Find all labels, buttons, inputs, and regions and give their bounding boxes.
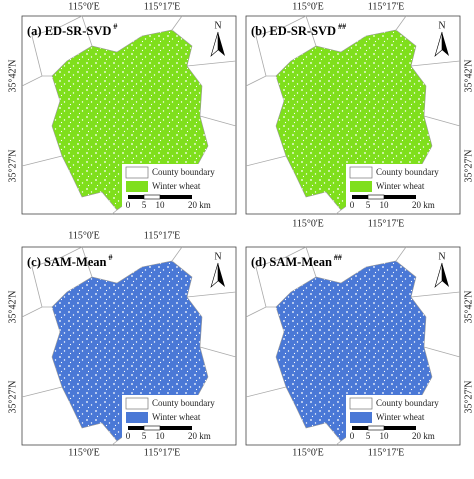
legend-swatch-boundary — [349, 397, 373, 410]
longitude-label: 115°0'E — [68, 447, 100, 458]
county-boundaries — [245, 15, 461, 215]
legend-label: County boundary — [152, 398, 215, 408]
scale-label: 20 km — [412, 431, 435, 441]
legend-swatch-boundary — [125, 166, 149, 179]
latitude-label: 35°42'N — [7, 290, 18, 323]
panel-title: (a) ED-SR-SVD # — [27, 22, 117, 38]
scale-bar — [143, 425, 161, 431]
scale-label: 10 — [156, 431, 166, 441]
scale-label: 0 — [350, 431, 355, 441]
north-arrow-half — [210, 31, 219, 57]
scale-label: 10 — [156, 200, 166, 210]
panel-title: (c) SAM-Mean # — [27, 253, 113, 269]
scale-bar — [352, 426, 368, 430]
scale-label: 20 km — [188, 431, 211, 441]
scale-label: 10 — [380, 431, 390, 441]
scale-bar — [384, 195, 416, 199]
legend-swatch-wheat — [350, 412, 372, 423]
north-label: N — [214, 251, 221, 262]
legend-label: Winter wheat — [376, 412, 425, 422]
longitude-label: 115°0'E — [292, 1, 324, 12]
panel-mark: ## — [338, 22, 346, 31]
scale-label: 20 km — [188, 200, 211, 210]
latitude-label: 35°27'N — [7, 380, 18, 413]
map-panel: (b) ED-SR-SVD ## N County boundary Winter wh… — [245, 15, 461, 215]
scale-bar — [128, 195, 144, 199]
legend-label: Winter wheat — [152, 181, 201, 191]
longitude-label: 115°17'E — [368, 447, 405, 458]
county-boundaries — [21, 15, 237, 215]
legend-label: County boundary — [152, 167, 215, 177]
county-boundaries — [21, 246, 237, 446]
panel-label: (c) SAM-Mean — [27, 255, 107, 269]
scale-label: 0 — [126, 200, 131, 210]
latitude-label: 35°42'N — [7, 59, 18, 92]
north-arrow-half — [210, 262, 219, 288]
north-label: N — [438, 251, 445, 262]
scale-bar — [367, 194, 385, 200]
scale-bar — [160, 426, 192, 430]
latitude-label: 35°42'N — [463, 59, 474, 92]
longitude-label: 115°17'E — [144, 230, 181, 241]
legend-swatch-wheat — [126, 181, 148, 192]
panel-label: (d) SAM-Mean — [251, 255, 332, 269]
longitude-label: 115°0'E — [292, 218, 324, 229]
north-arrow-half — [434, 262, 443, 288]
scale-bar — [143, 194, 161, 200]
scale-bar — [160, 195, 192, 199]
scale-bar — [128, 426, 144, 430]
county-boundaries — [245, 246, 461, 446]
latitude-label: 35°27'N — [463, 380, 474, 413]
legend-swatch-boundary — [349, 166, 373, 179]
north-label: N — [214, 20, 221, 31]
scale-bar — [384, 426, 416, 430]
scale-label: 20 km — [412, 200, 435, 210]
longitude-label: 115°17'E — [144, 447, 181, 458]
longitude-label: 115°17'E — [144, 1, 181, 12]
panel-mark: # — [109, 253, 113, 262]
legend-label: County boundary — [376, 167, 439, 177]
legend-label: County boundary — [376, 398, 439, 408]
legend-swatch-wheat — [350, 181, 372, 192]
scale-label: 5 — [142, 200, 147, 210]
scale-label: 5 — [142, 431, 147, 441]
scale-label: 10 — [380, 200, 390, 210]
longitude-label: 115°17'E — [368, 218, 405, 229]
latitude-label: 35°27'N — [463, 149, 474, 182]
scale-bar — [352, 195, 368, 199]
scale-bar — [367, 425, 385, 431]
legend-label: Winter wheat — [376, 181, 425, 191]
panel-label: (b) ED-SR-SVD — [251, 24, 336, 38]
panel-mark: ## — [334, 253, 342, 262]
longitude-label: 115°17'E — [368, 1, 405, 12]
panel-mark: # — [113, 22, 117, 31]
latitude-label: 35°27'N — [7, 149, 18, 182]
scale-label: 0 — [350, 200, 355, 210]
map-panel: (a) ED-SR-SVD # N County boundary Winter whe… — [21, 15, 237, 215]
panel-title: (d) SAM-Mean ## — [251, 253, 342, 269]
scale-label: 5 — [366, 200, 371, 210]
panel-title: (b) ED-SR-SVD ## — [251, 22, 346, 38]
north-arrow-half — [434, 31, 443, 57]
scale-label: 5 — [366, 431, 371, 441]
legend-swatch-wheat — [126, 412, 148, 423]
scale-label: 0 — [126, 431, 131, 441]
legend-swatch-boundary — [125, 397, 149, 410]
panel-label: (a) ED-SR-SVD — [27, 24, 111, 38]
longitude-label: 115°0'E — [68, 1, 100, 12]
longitude-label: 115°0'E — [68, 230, 100, 241]
map-panel: (c) SAM-Mean # N County boundary Winter whea… — [21, 246, 237, 446]
longitude-label: 115°0'E — [292, 447, 324, 458]
legend-label: Winter wheat — [152, 412, 201, 422]
latitude-label: 35°42'N — [463, 290, 474, 323]
map-panel: (d) SAM-Mean ## N County boundary Winter whe… — [245, 246, 461, 446]
north-label: N — [438, 20, 445, 31]
